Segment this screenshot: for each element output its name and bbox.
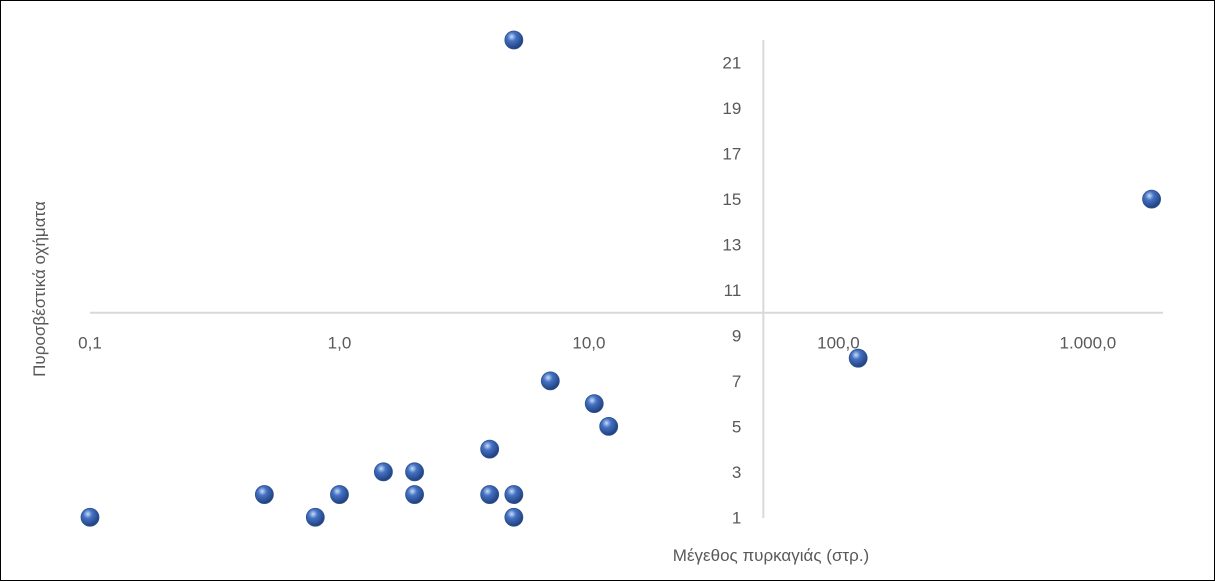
data-point [480,439,500,459]
data-point [584,394,604,414]
data-point [254,485,274,504]
y-tick-label: 11 [724,281,742,300]
x-tick-label: 1,0 [328,334,352,353]
y-tick-label: 5 [732,417,741,436]
data-point [504,30,524,50]
data-point [504,485,524,504]
x-axis-title: Μέγεθος πυρκαγιάς (στρ.) [673,546,869,565]
y-tick-label: 19 [722,99,741,118]
x-tick-label: 0,1 [78,334,102,353]
data-point [480,485,500,504]
y-tick-label: 21 [722,54,741,73]
y-tick-label: 15 [722,190,741,209]
data-point [374,462,393,482]
data-point [330,485,349,504]
y-tick-label: 17 [722,145,741,164]
data-point [504,507,524,527]
y-tick-label: 9 [732,326,741,345]
y-tick-label: 3 [732,463,741,482]
data-point [80,507,100,527]
y-tick-label: 1 [732,508,741,527]
y-tick-label: 7 [732,372,741,391]
data-point [848,348,868,368]
x-tick-label: 1.000,0 [1060,334,1117,353]
x-tick-label: 10,0 [572,334,605,353]
data-point [599,416,619,436]
x-tick-label: 100,0 [817,334,860,353]
data-point [405,462,424,482]
data-point [305,507,325,527]
y-tick-label: 13 [722,236,741,255]
y-axis-title: Πυροσβέστικά οχήματα [30,201,49,377]
data-point [1142,189,1161,209]
data-point [540,371,560,391]
data-point [405,485,424,504]
